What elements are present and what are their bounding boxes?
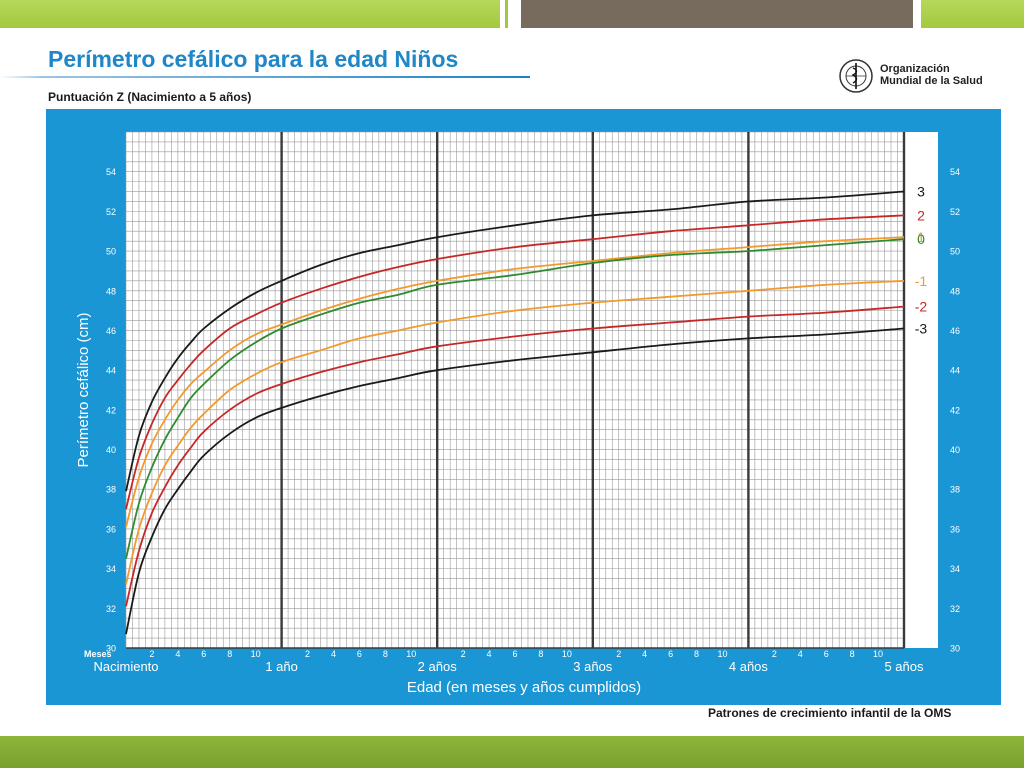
legend-label-z3: 3 <box>917 184 925 200</box>
y-tick-label-right: 42 <box>950 405 960 415</box>
x-month-tick-label: 10 <box>717 649 727 659</box>
legend-label-z-1: -1 <box>915 273 928 289</box>
legend-label-z-2: -2 <box>915 299 928 315</box>
minor-gridlines <box>125 131 905 649</box>
series-line-z-2 <box>125 305 905 607</box>
legend-label-z2: 2 <box>917 207 925 223</box>
x-month-tick-label: 4 <box>487 649 492 659</box>
x-month-tick-label: 4 <box>798 649 803 659</box>
x-month-tick-label: 10 <box>562 649 572 659</box>
series-line-z-1 <box>125 279 905 585</box>
y-tick-label-right: 52 <box>950 207 960 217</box>
y-tick-label-left: 46 <box>106 326 116 336</box>
x-year-label: 5 años <box>884 659 924 674</box>
chart-subtitle: Puntuación Z (Nacimiento a 5 años) <box>48 90 252 104</box>
x-axis-label: Edad (en meses y años cumplidos) <box>407 679 641 696</box>
series-line-z0 <box>125 238 905 559</box>
y-tick-label-right: 30 <box>950 644 960 654</box>
x-month-tick-label: 8 <box>538 649 543 659</box>
x-month-tick-label: 10 <box>406 649 416 659</box>
top-bar-green-segment <box>0 0 500 28</box>
x-month-tick-label: 4 <box>331 649 336 659</box>
y-tick-label-left: 44 <box>106 366 116 376</box>
x-month-tick-label: 2 <box>461 649 466 659</box>
y-tick-label-left: 50 <box>106 247 116 257</box>
y-tick-label-right: 38 <box>950 485 960 495</box>
top-bar-green-segment-right <box>921 0 1024 28</box>
x-month-tick-label: 4 <box>175 649 180 659</box>
y-tick-label-left: 52 <box>106 207 116 217</box>
series-line-z3 <box>125 190 905 492</box>
y-tick-label-left: 48 <box>106 286 116 296</box>
y-tick-label-left: 36 <box>106 524 116 534</box>
who-emblem-icon <box>839 59 873 93</box>
bottom-decorative-bar <box>0 736 1024 768</box>
y-tick-label-left: 34 <box>106 564 116 574</box>
x-unit-label: Meses <box>84 649 112 659</box>
y-tick-label-right: 50 <box>950 247 960 257</box>
x-month-tick-label: 2 <box>305 649 310 659</box>
x-month-tick-label: 8 <box>850 649 855 659</box>
x-month-tick-label: 2 <box>772 649 777 659</box>
x-month-tick-label: 6 <box>824 649 829 659</box>
who-name-line2: Mundial de la Salud <box>880 75 983 87</box>
x-month-tick-label: 6 <box>668 649 673 659</box>
x-month-tick-label: 8 <box>694 649 699 659</box>
x-year-label: 1 año <box>265 659 298 674</box>
series-line-z-3 <box>125 327 905 635</box>
y-tick-label-right: 46 <box>950 326 960 336</box>
series-lines <box>125 190 905 635</box>
legend-label-z1: 1 <box>917 229 925 245</box>
legend-label-z-3: -3 <box>915 320 928 336</box>
y-tick-label-right: 34 <box>950 564 960 574</box>
x-month-tick-label: 6 <box>512 649 517 659</box>
x-month-tick-label: 2 <box>616 649 621 659</box>
y-ticks-left: 30 32 34 36 38 40 42 44 46 48 50 52 54 <box>106 167 116 653</box>
y-tick-label-right: 40 <box>950 445 960 455</box>
major-gridlines <box>126 132 906 649</box>
x-year-label: 2 años <box>418 659 458 674</box>
y-tick-label-right: 54 <box>950 167 960 177</box>
x-year-label: 3 años <box>573 659 613 674</box>
who-logo: Organización Mundial de la Salud <box>838 58 998 98</box>
x-month-tick-label: 2 <box>149 649 154 659</box>
y-tick-label-right: 44 <box>950 366 960 376</box>
y-tick-label-left: 40 <box>106 445 116 455</box>
y-tick-label-right: 36 <box>950 524 960 534</box>
x-month-tick-label: 10 <box>873 649 883 659</box>
top-bar-separator <box>505 0 508 28</box>
x-month-tick-label: 10 <box>251 649 261 659</box>
who-name: Organización Mundial de la Salud <box>880 63 983 87</box>
title-underline <box>0 76 530 78</box>
x-year-label: 4 años <box>729 659 769 674</box>
legend: 3 2 10 -1 -2 -3 <box>915 184 928 337</box>
series-line-z2 <box>125 214 905 510</box>
x-month-tick-label: 4 <box>642 649 647 659</box>
series-line-z1 <box>125 236 905 528</box>
legend-label-z0: 0 <box>917 231 925 247</box>
chart-title: Perímetro cefálico para la edad Niños <box>48 46 459 72</box>
y-tick-label-left: 54 <box>106 167 116 177</box>
who-name-line1: Organización <box>880 63 950 75</box>
y-axis-label: Perímetro cefálico (cm) <box>75 312 92 467</box>
y-tick-label-left: 30 <box>106 644 116 654</box>
y-tick-label-right: 48 <box>950 286 960 296</box>
y-ticks-right: 30 32 34 36 38 40 42 44 46 48 50 52 54 <box>950 167 960 653</box>
x-year-ticks: Nacimiento 1 año 2 años 3 años 4 años 5 años <box>93 659 924 674</box>
y-tick-label-left: 38 <box>106 485 116 495</box>
x-month-tick-label: 6 <box>201 649 206 659</box>
x-month-ticks: 2 4 6 8 10 2 4 6 8 10 2 4 6 8 10 2 4 6 8 10 2 4 6 8 10 <box>149 649 883 659</box>
top-bar-gray-segment <box>521 0 913 28</box>
top-decorative-bar <box>0 0 1024 30</box>
y-tick-label-left: 42 <box>106 405 116 415</box>
x-month-tick-label: 8 <box>383 649 388 659</box>
y-tick-label-left: 32 <box>106 604 116 614</box>
x-month-tick-label: 8 <box>227 649 232 659</box>
y-tick-label-right: 32 <box>950 604 960 614</box>
x-month-tick-label: 6 <box>357 649 362 659</box>
source-note: Patrones de crecimiento infantil de la O… <box>708 706 952 720</box>
x-year-label: Nacimiento <box>93 659 158 674</box>
